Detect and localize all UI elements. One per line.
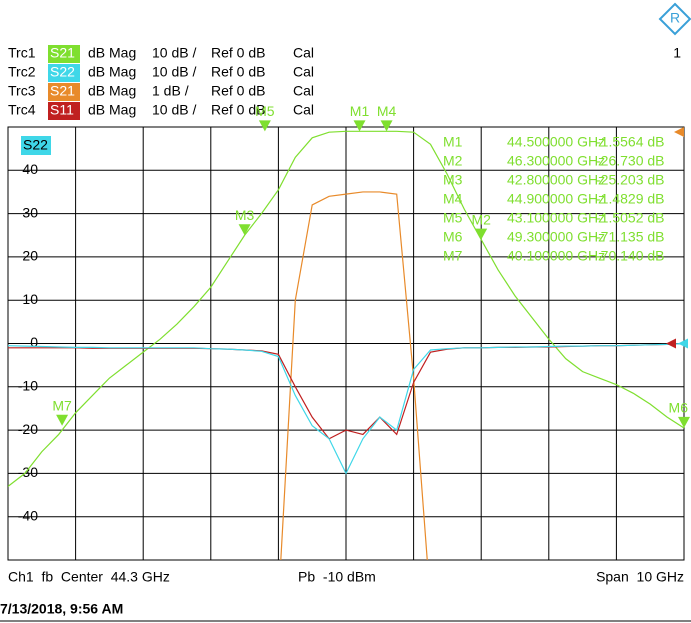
marker-label: M4 <box>377 103 397 119</box>
y-tick-label: 40 <box>22 161 38 177</box>
ref-arrow <box>678 338 688 349</box>
timestamp: 7/13/2018, 9:56 AM <box>0 601 123 617</box>
y-tick-label: -40 <box>18 507 38 523</box>
y-tick-label: 20 <box>22 248 38 264</box>
marker-table-cell: 40.100000 GHz <box>507 248 605 264</box>
marker-table-cell: 44.900000 GHz <box>507 191 605 207</box>
trace-format: dB Mag <box>88 45 136 61</box>
trace-name: Trc4 <box>8 102 36 118</box>
marker-table-cell: 46.300000 GHz <box>507 153 605 169</box>
footer-channel: Ch1 fb Center 44.3 GHz <box>8 569 170 585</box>
marker-table-cell: -1.5564 dB <box>596 134 665 150</box>
trace-line <box>8 130 684 487</box>
trace-format: dB Mag <box>88 102 136 118</box>
ref-arrow <box>666 338 676 349</box>
marker-table-cell: M3 <box>443 172 463 188</box>
marker-table-cell: M4 <box>443 191 463 207</box>
marker-label: M2 <box>471 211 491 227</box>
marker-table-cell: M7 <box>443 248 463 264</box>
marker-label: M6 <box>669 400 689 416</box>
trace-cal: Cal <box>293 64 314 80</box>
marker-table-cell: M6 <box>443 229 463 245</box>
trace-param: S22 <box>50 64 75 80</box>
marker-table-cell: -1.4829 dB <box>596 191 665 207</box>
trace-format: dB Mag <box>88 83 136 99</box>
marker <box>475 228 488 240</box>
trace-ref: Ref 0 dB <box>211 45 265 61</box>
param-box <box>48 64 80 82</box>
trace-scale: 1 dB / <box>152 83 189 99</box>
trace-name: Trc1 <box>8 45 36 61</box>
marker-label: M5 <box>255 103 275 119</box>
marker <box>258 120 271 132</box>
trace-ref: Ref 0 dB <box>211 83 265 99</box>
svg-text:R: R <box>670 10 680 26</box>
marker-table-cell: M1 <box>443 134 463 150</box>
marker-table-cell: -25.203 dB <box>596 172 665 188</box>
trace-scale: 10 dB / <box>152 102 196 118</box>
trace-param: S11 <box>50 102 74 118</box>
trace-ref: Ref 0 dB <box>211 64 265 80</box>
trace-name: Trc2 <box>8 64 36 80</box>
param-box <box>48 102 80 120</box>
trace-cal: Cal <box>293 83 314 99</box>
page-number: 1 <box>673 45 681 61</box>
trace-scale: 10 dB / <box>152 64 196 80</box>
param-box <box>48 45 80 63</box>
marker <box>56 414 69 426</box>
y-tick-label: -10 <box>18 378 38 394</box>
y-tick-label: 0 <box>30 334 38 350</box>
ref-arrow <box>674 127 684 137</box>
marker-label: M3 <box>235 207 255 223</box>
y-tick-label: -20 <box>18 421 38 437</box>
footer-power: Pb -10 dBm <box>298 569 376 585</box>
trace-ref: Ref 0 dB <box>211 102 265 118</box>
marker-table-cell: M5 <box>443 210 463 226</box>
marker <box>678 416 690 428</box>
marker-label: M7 <box>52 397 72 413</box>
marker-table-cell: -71.135 dB <box>596 229 665 245</box>
marker-label: M1 <box>350 103 370 119</box>
y-tick-label: 30 <box>22 204 38 220</box>
traces <box>8 130 684 560</box>
trace-name: Trc3 <box>8 83 36 99</box>
footer-span: Span 10 GHz <box>596 569 684 585</box>
logo: R <box>658 2 691 36</box>
marker <box>238 224 251 236</box>
trace-line <box>8 342 684 475</box>
y-tick-label: 10 <box>22 291 38 307</box>
marker-table-cell: -70.140 dB <box>596 248 665 264</box>
trace-cal: Cal <box>293 45 314 61</box>
active-trace-box <box>21 136 51 155</box>
marker-table-cell: -26.730 dB <box>596 153 665 169</box>
trace-param: S21 <box>50 45 75 61</box>
marker <box>380 120 393 132</box>
marker-table-cell: 49.300000 GHz <box>507 229 605 245</box>
active-trace: S22 <box>23 137 48 153</box>
trace-line <box>280 191 428 560</box>
marker-table-cell: 43.100000 GHz <box>507 210 605 226</box>
trace-scale: 10 dB / <box>152 45 196 61</box>
param-box <box>48 83 80 101</box>
y-tick-label: -30 <box>18 464 38 480</box>
trace-cal: Cal <box>293 102 314 118</box>
marker-table-cell: 42.800000 GHz <box>507 172 605 188</box>
trace-format: dB Mag <box>88 64 136 80</box>
marker-table-cell: -1.5052 dB <box>596 210 665 226</box>
trace-param: S21 <box>50 83 75 99</box>
marker <box>353 120 366 132</box>
marker-table-cell: 44.500000 GHz <box>507 134 605 150</box>
marker-table-cell: M2 <box>443 153 463 169</box>
